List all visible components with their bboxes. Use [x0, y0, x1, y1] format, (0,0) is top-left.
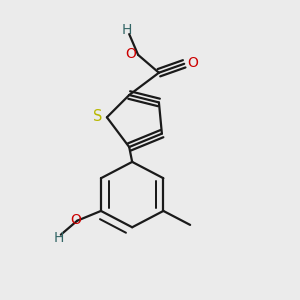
Text: H: H [53, 231, 64, 245]
Text: O: O [125, 47, 136, 61]
Text: S: S [93, 109, 103, 124]
Text: O: O [187, 56, 198, 70]
Text: O: O [70, 213, 81, 227]
Text: H: H [122, 22, 132, 37]
